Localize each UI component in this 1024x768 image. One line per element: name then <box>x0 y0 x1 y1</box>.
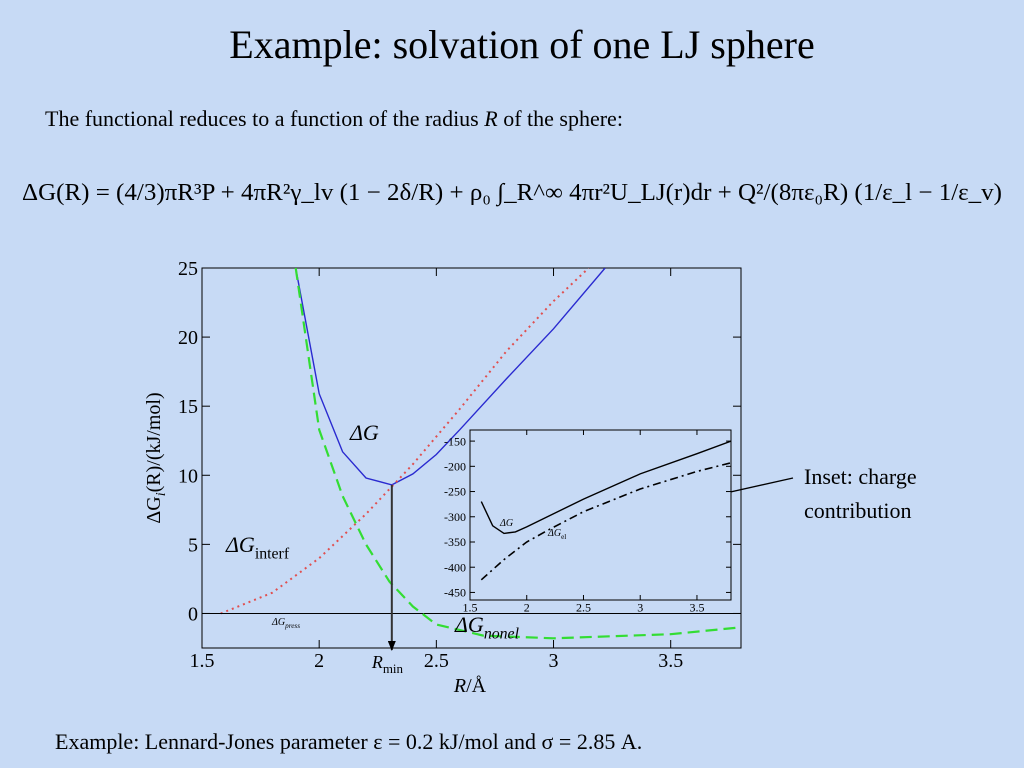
rmin-text: R <box>371 652 383 672</box>
x-tick-label: 3 <box>637 600 643 614</box>
y-tick-label: -350 <box>444 535 466 549</box>
rmin-label: Rmin <box>371 652 404 676</box>
x-axis-label-rest: /Å <box>466 675 487 697</box>
x-tick-label: 3.5 <box>689 600 704 614</box>
series-label-name: ΔG <box>499 518 513 529</box>
series-label-name: ΔG <box>454 612 484 637</box>
series-label-sub: interf <box>255 546 290 563</box>
plot-frame <box>201 267 742 649</box>
slide-title: Example: solvation of one LJ sphere <box>229 22 814 67</box>
series-label-sub: press <box>284 622 300 630</box>
series-label-name: ΔG <box>225 532 255 557</box>
x-axis-label-var: R <box>453 675 466 697</box>
series-line <box>295 268 606 486</box>
y-axis-label: ΔGi(R)/(kJ/mol) <box>143 392 169 523</box>
x-tick-label: 2 <box>314 650 324 672</box>
x-tick-label: 3 <box>549 650 559 672</box>
x-tick-label: 2 <box>524 600 530 614</box>
y-tick-label: 10 <box>178 465 198 487</box>
y-tick-label: -450 <box>444 586 466 600</box>
x-tick-label: 2.5 <box>424 650 449 672</box>
annotation: contribution <box>804 498 912 523</box>
y-axis-label-rest: (R)/(kJ/mol) <box>143 392 165 492</box>
series-label: ΔG <box>499 518 513 529</box>
plot-frame <box>469 429 732 601</box>
series-label-name: ΔG <box>547 528 561 539</box>
x-tick-label: 2.5 <box>576 600 591 614</box>
series-label: ΔGinterf <box>225 532 290 563</box>
y-axis-label-sub: i <box>154 492 169 496</box>
series-line <box>480 462 731 581</box>
y-tick-label: 20 <box>178 327 198 349</box>
intro-text: The functional reduces to a function of … <box>45 106 623 131</box>
y-tick-label: -300 <box>444 510 466 524</box>
series-label: ΔG <box>349 420 379 445</box>
x-tick-label: 3.5 <box>658 650 683 672</box>
y-tick-label: -150 <box>444 434 466 448</box>
chart: 1.5 2 2.5 3 3.5 -150 -200 -250 -300 -350 -400 -450 Δ… <box>444 429 732 614</box>
y-tick-label: -200 <box>444 460 466 474</box>
x-tick-label: 1.5 <box>463 600 478 614</box>
x-tick-label: 1.5 <box>190 650 215 672</box>
y-tick-label: 15 <box>178 396 198 418</box>
equation: ΔG(R) = (4/3)πR³P + 4πR²γ_lv (1 − 2δ/R) … <box>22 180 1002 207</box>
y-tick-label: 5 <box>188 534 198 556</box>
y-tick-label: 0 <box>188 603 198 625</box>
intro-part: of the sphere: <box>498 106 623 131</box>
y-axis-label-main: ΔG <box>143 496 165 523</box>
series-label: ΔGpress <box>271 617 300 630</box>
series-label: ΔGnonel <box>454 612 520 643</box>
y-tick-label: 25 <box>178 258 198 280</box>
series-label-sub: el <box>561 533 566 541</box>
series-label-sub: nonel <box>484 626 520 643</box>
x-axis-label: R/Å <box>453 675 487 697</box>
intro-part: The functional reduces to a function of … <box>45 106 484 131</box>
caption: Example: Lennard-Jones parameter ε = 0.2… <box>55 729 642 754</box>
series-line <box>480 440 731 535</box>
series-label: ΔGel <box>547 528 566 541</box>
series-label-name: ΔG <box>271 617 285 628</box>
series-label-name: ΔG <box>349 420 379 445</box>
intro-part: R <box>483 106 498 131</box>
annotation: Inset: charge <box>804 464 917 489</box>
series-line <box>294 268 741 640</box>
y-tick-label: -400 <box>444 560 466 574</box>
rmin-sub: min <box>383 661 404 676</box>
y-tick-label: -250 <box>444 485 466 499</box>
series-line <box>220 268 590 615</box>
